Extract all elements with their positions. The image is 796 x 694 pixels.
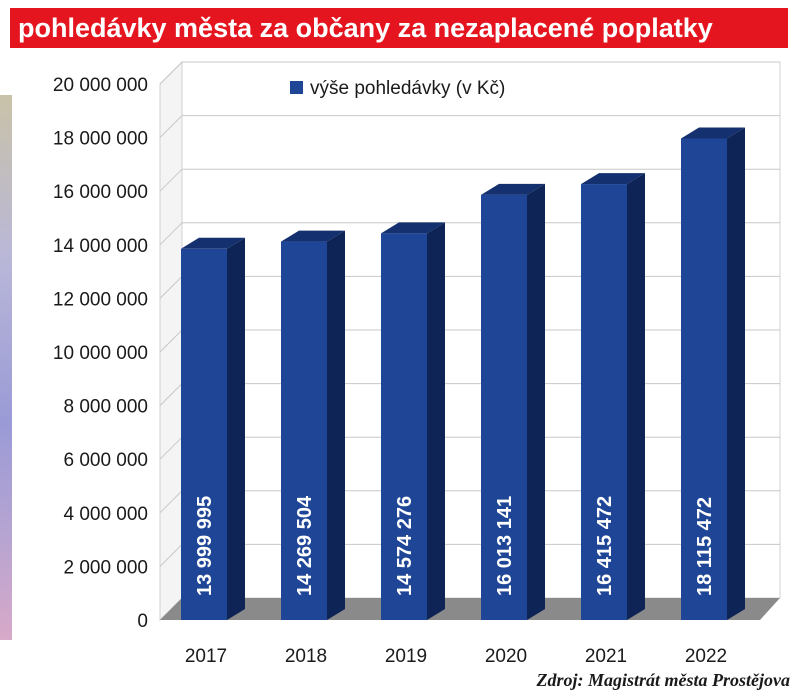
x-axis-ticks: 2017 2018 2019 2020 2021 2022: [185, 646, 727, 667]
bar: 14 574 276: [381, 222, 445, 620]
source-note: Zdroj: Magistrát města Prostějova: [536, 670, 791, 690]
bar-front: [481, 194, 527, 620]
y-tick-label: 14 000 000: [53, 236, 148, 257]
bar-top: [481, 183, 545, 195]
legend-label: výše pohledávky (v Kč): [310, 78, 505, 99]
background-photo-strip: [0, 95, 12, 640]
x-tick-label: 2022: [685, 646, 727, 667]
bar: 18 115 472: [681, 127, 745, 621]
x-tick-label: 2018: [285, 646, 327, 667]
gridline: [159, 168, 780, 192]
bar-side: [727, 127, 745, 621]
bar-value-label: 18 115 472: [694, 497, 716, 596]
bar-front: [181, 248, 227, 620]
y-tick-label: 16 000 000: [53, 182, 148, 203]
bar-front: [281, 241, 327, 621]
y-tick-label: 8 000 000: [63, 397, 148, 418]
bar-value-label: 14 574 276: [394, 496, 416, 596]
chart-title: pohledávky města za občany za nezaplacen…: [10, 8, 788, 48]
bar-front: [381, 233, 427, 620]
bar-top: [281, 230, 345, 242]
bar-side: [227, 237, 245, 620]
bar-value-label: 14 269 504: [294, 495, 316, 596]
x-tick-label: 2021: [585, 646, 627, 667]
y-tick-label: 6 000 000: [63, 450, 148, 471]
bar: 16 415 472: [581, 173, 645, 620]
x-tick-label: 2019: [385, 646, 427, 667]
gridline: [159, 61, 780, 85]
bar-value-label: 16 013 141: [494, 496, 516, 596]
bar-side: [627, 173, 645, 620]
y-tick-label: 2 000 000: [63, 557, 148, 578]
y-tick-label: 4 000 000: [63, 504, 148, 525]
y-axis-ticks: 0 2 000 000 4 000 000 6 000 000 8 000 000 10 …: [53, 75, 148, 632]
bar: 16 013 141: [481, 183, 545, 620]
gridline: [159, 115, 780, 138]
y-tick-label: 18 000 000: [53, 129, 148, 150]
bars: 13 999 995 14 269 504 14 574 276 16 013 141…: [181, 127, 745, 621]
x-tick-label: 2017: [185, 646, 227, 667]
bar-side: [427, 222, 445, 620]
bar-top: [181, 237, 245, 249]
bar: 14 269 504: [281, 230, 345, 621]
y-tick-label: 20 000 000: [53, 75, 148, 96]
y-tick-label: 0: [137, 611, 148, 632]
bar-side: [527, 183, 545, 620]
bar-value-label: 13 999 995: [194, 496, 216, 596]
bar-top: [681, 127, 745, 139]
y-tick-label: 12 000 000: [53, 289, 148, 310]
bar-top: [381, 222, 445, 234]
bar-value-label: 16 415 472: [594, 496, 616, 596]
bar: 13 999 995: [181, 237, 245, 620]
gridline: [159, 222, 780, 246]
bar-side: [327, 230, 345, 621]
bar-front: [581, 184, 627, 620]
x-tick-label: 2020: [485, 646, 527, 667]
bar-front: [681, 138, 727, 620]
y-tick-label: 10 000 000: [53, 343, 148, 364]
legend-swatch: [290, 81, 303, 94]
bar-top: [581, 173, 645, 185]
legend: výše pohledávky (v Kč): [290, 78, 505, 99]
